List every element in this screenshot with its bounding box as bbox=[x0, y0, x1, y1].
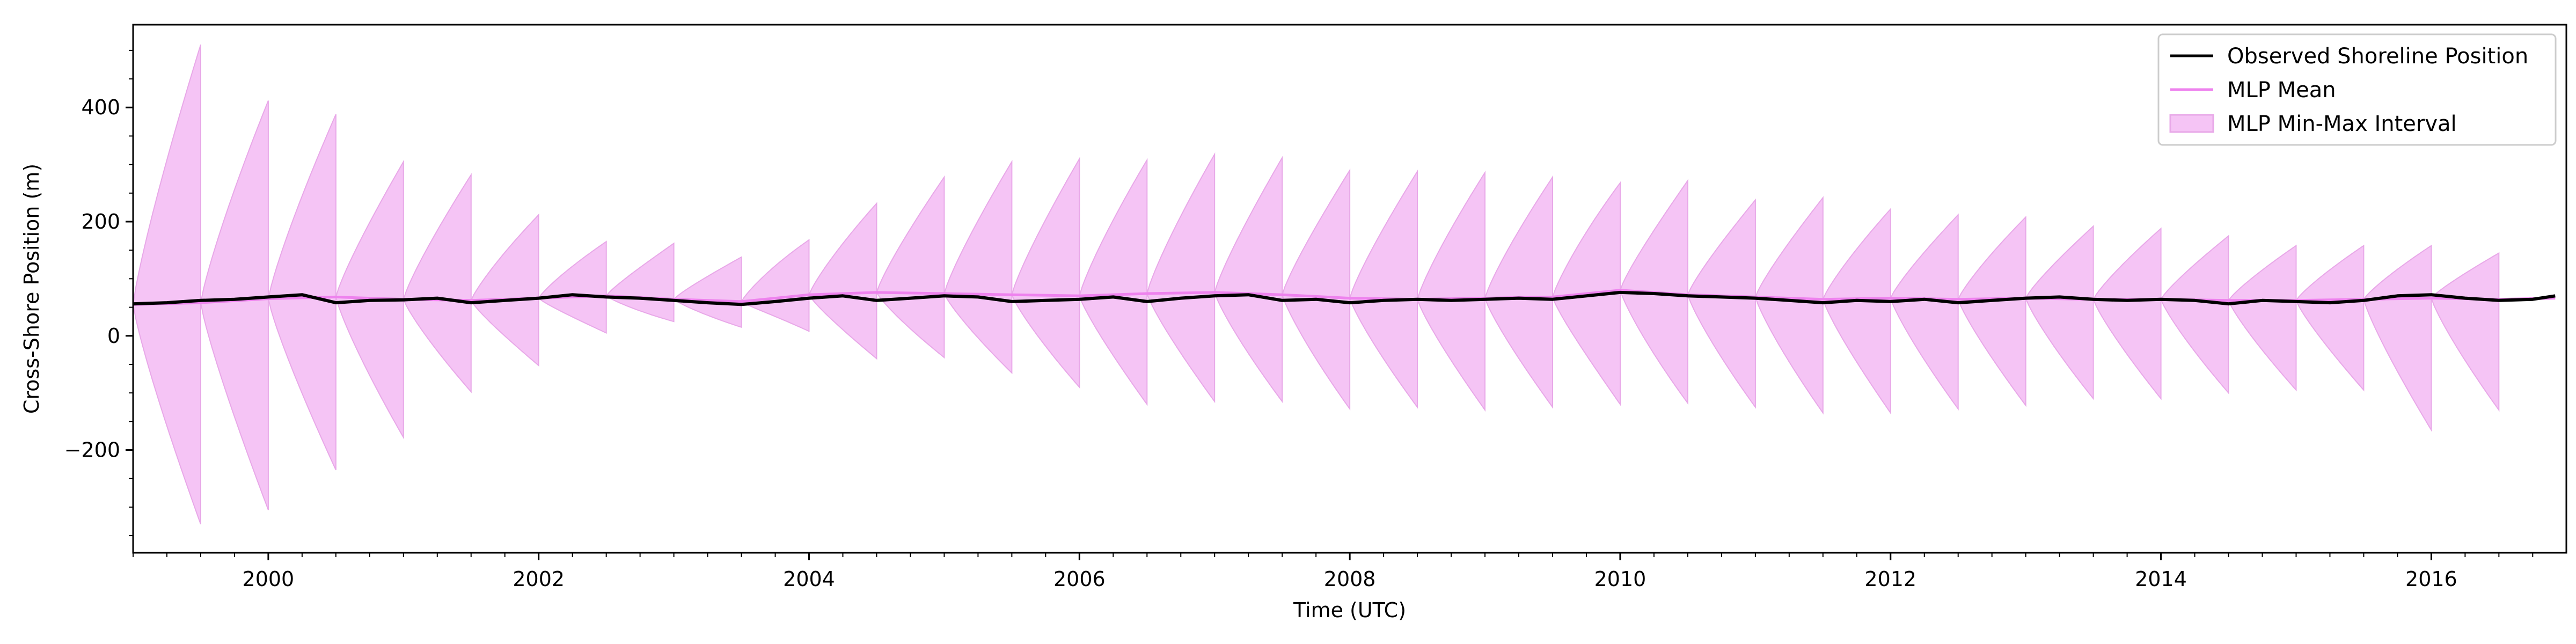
interval-segment bbox=[1146, 152, 1216, 404]
interval-segment bbox=[1957, 216, 2026, 407]
interval-segment bbox=[2228, 244, 2297, 392]
interval-segment bbox=[200, 100, 269, 510]
interval-segment bbox=[132, 44, 201, 525]
interval-segment bbox=[1822, 207, 1891, 415]
y-axis: −200 0 200 400 bbox=[64, 49, 133, 537]
x-tick-label: 2000 bbox=[243, 567, 295, 591]
x-tick-label: 2002 bbox=[513, 567, 565, 591]
interval-segment bbox=[1079, 158, 1148, 406]
legend-label-interval: MLP Min-Max Interval bbox=[2227, 112, 2457, 136]
interval-segment bbox=[1484, 175, 1553, 409]
interval-segment bbox=[1417, 171, 1485, 412]
interval-segment bbox=[1011, 157, 1080, 389]
observed-shoreline-series bbox=[133, 290, 2556, 306]
interval-segment bbox=[2160, 235, 2229, 394]
y-tick-label: 200 bbox=[81, 210, 120, 233]
interval-segment bbox=[2363, 244, 2432, 432]
legend-box bbox=[2157, 33, 2557, 146]
interval-segment bbox=[1754, 196, 1824, 415]
interval-segment bbox=[402, 173, 472, 393]
interval-segment bbox=[2025, 225, 2094, 400]
y-axis-label: Cross-Shore Position (m) bbox=[20, 164, 43, 414]
interval-segment bbox=[1349, 169, 1418, 409]
interval-segment bbox=[605, 242, 675, 323]
interval-segment bbox=[2295, 244, 2365, 392]
x-tick-label: 2016 bbox=[2405, 567, 2457, 591]
interval-segment bbox=[1214, 156, 1283, 404]
interval-segment bbox=[1282, 168, 1351, 411]
mlp-min-max-interval bbox=[132, 44, 2500, 525]
y-tick-label: −200 bbox=[64, 438, 120, 462]
y-tick-label: 400 bbox=[81, 96, 120, 119]
interval-segment bbox=[741, 239, 810, 332]
x-tick-label: 2012 bbox=[1864, 567, 1916, 591]
y-tick-label: 0 bbox=[107, 324, 120, 348]
interval-segment bbox=[1890, 213, 1959, 411]
interval-segment bbox=[538, 240, 607, 334]
x-tick-label: 2014 bbox=[2135, 567, 2187, 591]
x-tick-label: 2010 bbox=[1594, 567, 1646, 591]
x-axis: 2000 2002 2004 2006 2008 2010 2012 2014 2016 bbox=[133, 553, 2534, 591]
interval-segment bbox=[2092, 227, 2162, 400]
legend-label-observed: Observed Shoreline Position bbox=[2227, 44, 2528, 69]
interval-segment bbox=[876, 175, 945, 359]
legend-swatch-interval bbox=[2169, 114, 2214, 133]
x-tick-label: 2006 bbox=[1053, 567, 1106, 591]
interval-segment bbox=[267, 114, 336, 471]
legend: Observed Shoreline Position MLP Mean MLP… bbox=[2157, 33, 2557, 146]
x-axis-label: Time (UTC) bbox=[1293, 598, 1406, 622]
interval-segment bbox=[808, 202, 877, 360]
interval-segment bbox=[943, 159, 1013, 375]
interval-segment bbox=[2431, 252, 2500, 412]
x-tick-label: 2008 bbox=[1324, 567, 1376, 591]
x-tick-label: 2004 bbox=[783, 567, 835, 591]
interval-segment bbox=[673, 256, 742, 328]
legend-label-mean: MLP Mean bbox=[2227, 78, 2336, 103]
interval-segment bbox=[1687, 198, 1756, 409]
interval-segment bbox=[470, 213, 539, 367]
